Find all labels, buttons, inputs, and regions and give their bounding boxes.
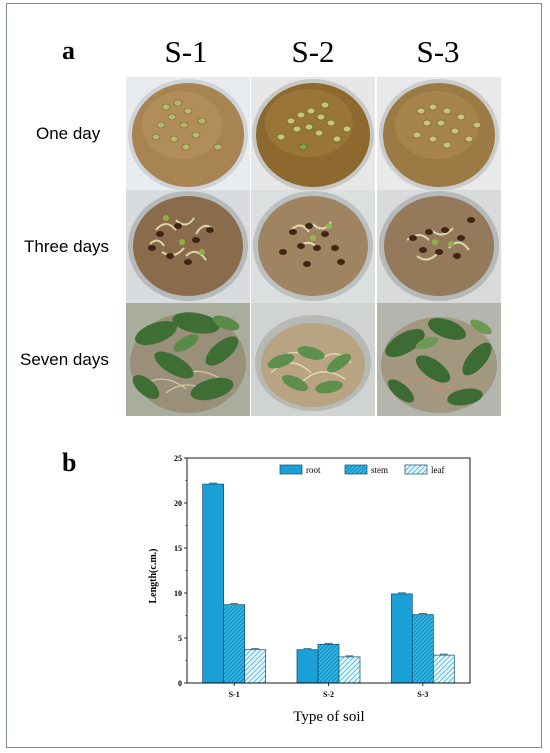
bar-chart: S-1 S-2 S-3 0 5 10 15 20 25 root stem leaf Length(… bbox=[140, 446, 480, 736]
photo-s1-one-day bbox=[126, 77, 250, 190]
photo-s3-one-day bbox=[377, 77, 501, 190]
legend-swatch-stem bbox=[344, 464, 368, 475]
panel-b-label: b bbox=[62, 448, 77, 477]
bar-root-S-1 bbox=[202, 483, 225, 684]
y-tick-label-20: 20 bbox=[174, 499, 182, 508]
bar-root-S-2 bbox=[296, 649, 319, 684]
bar-stem-S-2 bbox=[317, 643, 340, 684]
legend-label-leaf: leaf bbox=[431, 465, 445, 475]
legend-swatch-leaf bbox=[404, 464, 428, 475]
x-tick-label-S-1: S-1 bbox=[229, 690, 240, 699]
panel-a-label: a bbox=[62, 36, 75, 65]
row-label-one-day: One day bbox=[36, 124, 101, 143]
photo-s2-one-day bbox=[251, 77, 375, 190]
bar-root-S-3 bbox=[390, 593, 413, 684]
x-axis-label: Type of soil bbox=[293, 709, 364, 725]
y-tick-label-0: 0 bbox=[178, 679, 182, 688]
y-tick-label-5: 5 bbox=[178, 634, 182, 643]
bar-leaf-S-1 bbox=[244, 649, 267, 684]
photo-s1-three-days bbox=[126, 190, 250, 303]
bar-leaf-S-3 bbox=[432, 654, 455, 684]
photo-s2-three-days bbox=[251, 190, 375, 303]
bar-chart-svg: S-1 S-2 S-3 0 5 10 15 20 25 root stem leaf Length(… bbox=[148, 454, 471, 725]
photo-s3-seven-days bbox=[377, 303, 501, 416]
bar-stem-S-1 bbox=[223, 604, 246, 684]
bar-stem-S-3 bbox=[411, 614, 434, 684]
column-header-s2: S-2 bbox=[291, 34, 335, 69]
legend-label-stem: stem bbox=[371, 465, 388, 475]
legend-label-root: root bbox=[306, 465, 321, 475]
x-tick-label-S-3: S-3 bbox=[417, 690, 428, 699]
row-label-three-days: Three days bbox=[24, 237, 110, 256]
column-header-s1: S-1 bbox=[164, 34, 208, 69]
row-label-seven-days: Seven days bbox=[20, 350, 109, 369]
column-header-s3: S-3 bbox=[416, 34, 460, 69]
y-axis-label: Length(c.m.) bbox=[148, 549, 159, 604]
legend-swatch-root bbox=[279, 464, 303, 475]
x-tick-label-S-2: S-2 bbox=[323, 690, 334, 699]
y-tick-label-25: 25 bbox=[174, 454, 182, 463]
photo-s1-seven-days bbox=[126, 303, 250, 416]
y-tick-label-15: 15 bbox=[174, 544, 182, 553]
bar-leaf-S-2 bbox=[338, 656, 361, 684]
photo-s2-seven-days bbox=[251, 303, 375, 416]
photo-s3-three-days bbox=[377, 190, 501, 303]
y-tick-label-10: 10 bbox=[174, 589, 182, 598]
